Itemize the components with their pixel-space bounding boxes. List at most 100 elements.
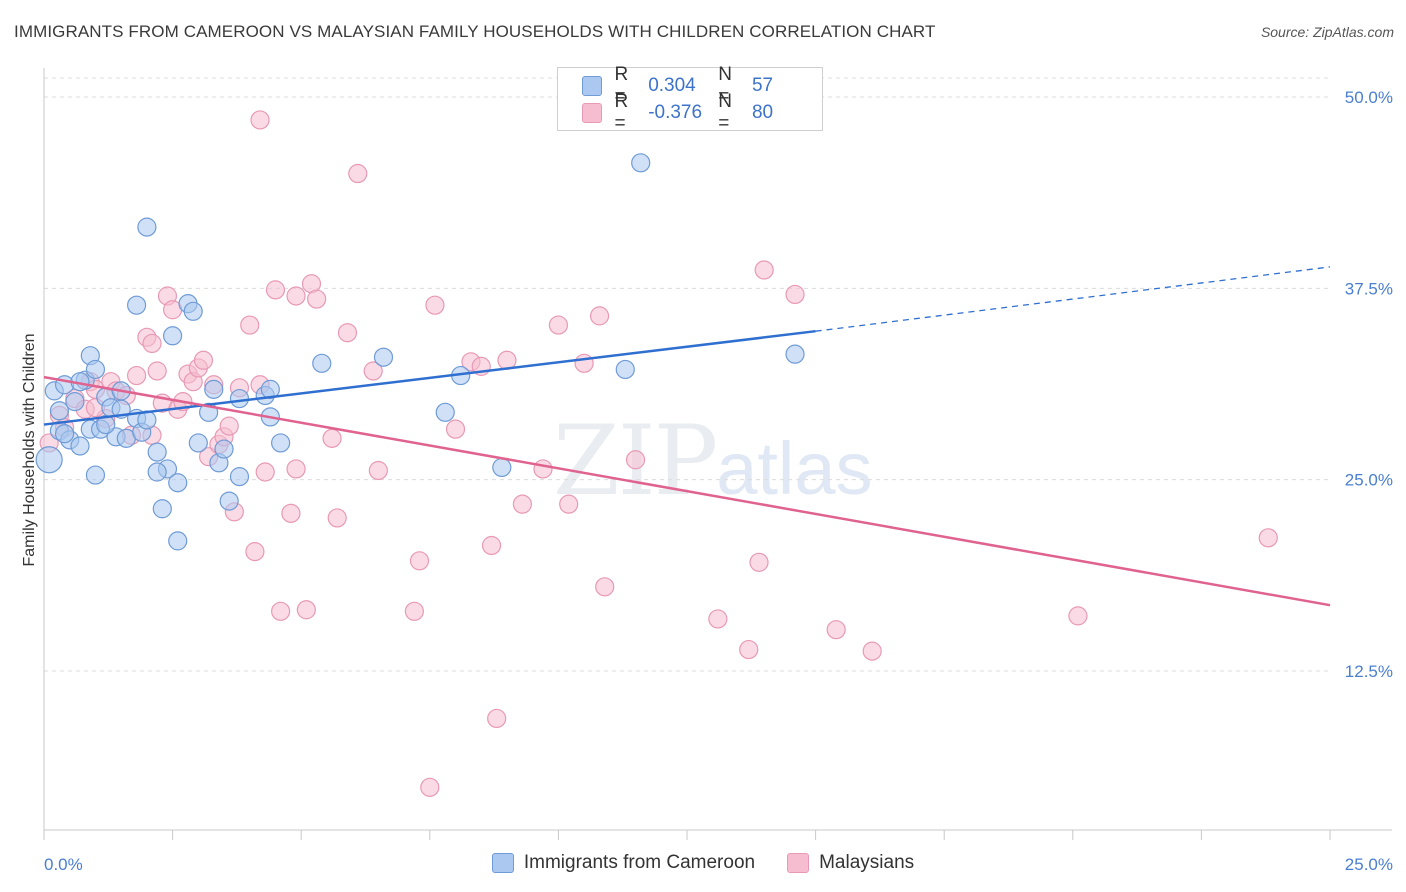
cameroon-point	[183, 301, 203, 321]
malaysians-point	[322, 428, 342, 448]
cameroon-point	[65, 392, 85, 412]
y-tick-label: 37.5%	[1345, 279, 1393, 298]
cameroon-trend-extension	[815, 266, 1331, 332]
x-tick-label: 25.0%	[1345, 855, 1393, 874]
malaysians-point	[245, 542, 265, 562]
cameroon-point	[435, 402, 455, 422]
y-tick-label: 50.0%	[1345, 88, 1393, 107]
malaysians-point	[193, 350, 214, 370]
n-value: 80	[751, 102, 774, 123]
cameroon-point	[631, 153, 651, 173]
malaysians-point	[348, 163, 368, 184]
r-value: -0.376	[648, 102, 703, 123]
cameroon-point	[214, 439, 234, 459]
cameroon-point	[35, 446, 63, 474]
malaysians-point	[754, 260, 774, 280]
malaysians-point	[708, 609, 728, 629]
legend-item-malaysians[interactable]: Malaysians	[787, 852, 914, 874]
malaysians-point	[749, 552, 769, 572]
malaysians-point	[296, 600, 316, 620]
cameroon-point	[271, 433, 291, 453]
y-axis-label: Family Households with Children	[21, 334, 38, 567]
source-label: Source: ZipAtlas.com	[1260, 24, 1394, 40]
malaysians-point	[363, 361, 383, 381]
cameroon-point	[188, 433, 208, 453]
malaysians-point	[487, 708, 507, 729]
malaysians-point	[219, 416, 239, 436]
cameroon-point	[147, 442, 167, 462]
malaysians-point	[420, 777, 440, 797]
malaysians-point	[368, 460, 388, 481]
cameroon-point	[126, 295, 147, 315]
malaysians-point	[142, 333, 162, 354]
y-tick-label: 12.5%	[1345, 662, 1393, 681]
cameroon-point	[168, 531, 188, 551]
cameroon-point	[204, 379, 224, 399]
cameroon-point	[96, 414, 116, 435]
malaysians-point	[327, 508, 347, 528]
malaysians-point	[409, 551, 430, 571]
r-value: 0.304	[648, 75, 696, 96]
cameroon-trend-line	[43, 329, 816, 426]
watermark: ZIPatlas	[553, 405, 873, 517]
malaysians-point	[595, 577, 615, 597]
cameroon-point	[219, 491, 239, 511]
cameroon-point	[49, 401, 70, 421]
malaysians-trend-line	[43, 375, 1331, 607]
legend-item-cameroon[interactable]: Immigrants from Cameroon	[491, 852, 756, 874]
malaysians-point	[286, 459, 306, 479]
malaysians-point	[404, 601, 424, 621]
cameroon-swatch	[582, 76, 603, 96]
malaysians-point	[574, 353, 594, 373]
chart-title: IMMIGRANTS FROM CAMEROON VS MALAYSIAN FA…	[14, 22, 936, 41]
malaysians-point	[240, 315, 260, 335]
cameroon-point	[229, 388, 250, 409]
malaysians-point	[739, 639, 759, 660]
series-legend: Immigrants from Cameroon Malaysians	[0, 852, 1406, 874]
r-label: R =	[614, 64, 629, 107]
stats-legend-row-cameroon: R = 0.304 N = 57	[582, 64, 822, 107]
watermark-atlas: atlas	[716, 427, 873, 510]
legend-label-cameroon: Immigrants from Cameroon	[523, 852, 756, 873]
cameroon-point	[137, 217, 157, 237]
malaysians-point	[826, 620, 846, 640]
cameroon-point	[785, 344, 805, 364]
malaysians-point	[271, 601, 291, 621]
malaysians-point	[307, 289, 327, 309]
malaysians-point	[281, 503, 301, 523]
n-label: N =	[718, 91, 732, 134]
cameroon-point	[615, 359, 635, 380]
cameroon-point	[152, 499, 172, 519]
cameroon-point	[373, 347, 394, 367]
legend-label-malaysians: Malaysians	[819, 852, 915, 873]
cameroon-point	[85, 359, 106, 380]
cameroon-point	[54, 424, 75, 444]
n-label: N =	[718, 64, 732, 107]
malaysians-point	[533, 459, 553, 479]
malaysians-point	[589, 306, 610, 326]
cameroon-point	[70, 436, 90, 456]
cameroon-legend-swatch	[491, 853, 514, 873]
malaysians-swatch	[582, 103, 603, 123]
malaysians-point	[785, 284, 805, 305]
malaysians-legend-swatch	[787, 853, 810, 873]
malaysians-point	[265, 280, 286, 300]
malaysians-point	[548, 315, 569, 335]
stats-legend: R = 0.304 N = 57 R = -0.376 N = 80	[557, 64, 823, 134]
malaysians-point	[625, 450, 646, 470]
malaysians-point	[862, 641, 882, 661]
malaysians-point	[337, 323, 358, 343]
malaysians-point	[1258, 528, 1278, 548]
malaysians-point	[445, 419, 466, 439]
malaysians-point	[425, 295, 445, 315]
cameroon-point	[168, 473, 188, 493]
malaysians-point	[126, 365, 147, 386]
r-label: R =	[614, 91, 629, 134]
cameroon-point	[147, 462, 167, 482]
cameroon-point	[492, 457, 512, 478]
malaysians-point	[147, 361, 167, 381]
malaysians-point	[286, 286, 306, 306]
x-tick-label: 0.0%	[44, 855, 83, 874]
malaysians-point	[1068, 606, 1088, 626]
